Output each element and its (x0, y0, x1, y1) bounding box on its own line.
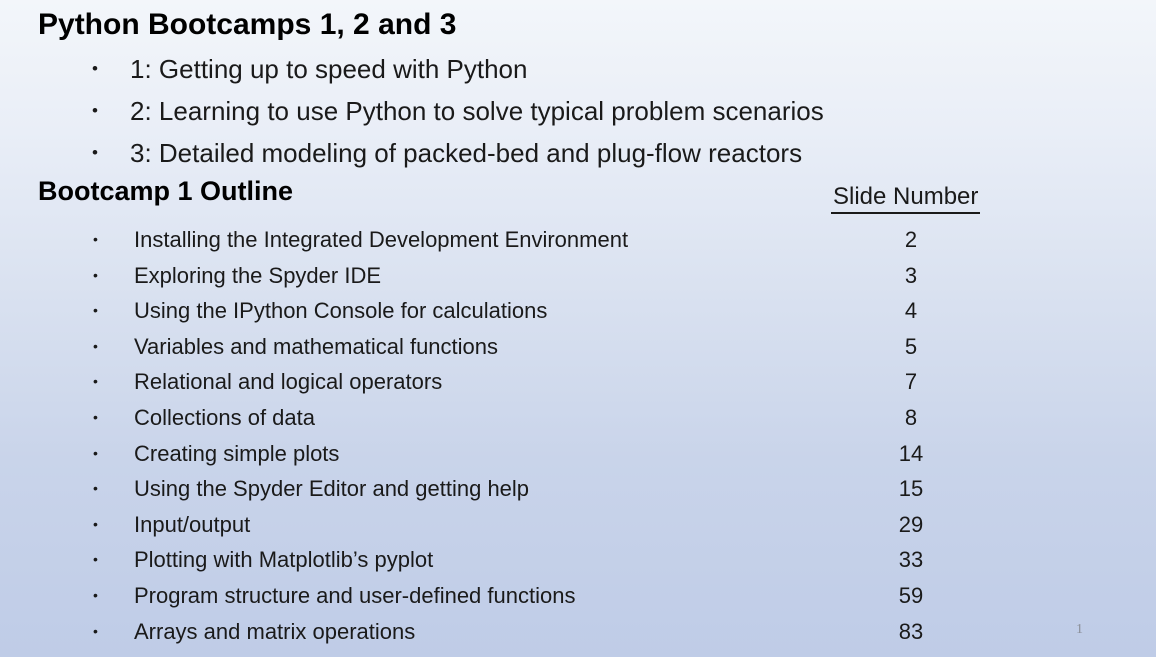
intro-bullet-item: • 3: Detailed modeling of packed-bed and … (0, 132, 1156, 174)
bullet-icon: • (93, 337, 98, 354)
intro-bullet-list: • 1: Getting up to speed with Python • 2: L… (0, 48, 1156, 174)
outline-slide-number: 29 (898, 511, 924, 537)
outline-row: • Collections of data 8 (0, 400, 1156, 436)
intro-bullet-item: • 2: Learning to use Python to solve typi… (0, 90, 1156, 132)
outline-row: • Variables and mathematical functions 5 (0, 329, 1156, 365)
bullet-icon: • (93, 266, 98, 283)
intro-bullet-text: 3: Detailed modeling of packed-bed and p… (130, 138, 803, 168)
outline-slide-number: 83 (898, 618, 924, 644)
bullet-icon: • (93, 444, 98, 461)
outline-slide-number: 5 (904, 333, 918, 359)
bullet-icon: • (93, 231, 98, 247)
outline-row: • Installing the Integrated Development E… (0, 222, 1156, 258)
bullet-icon: • (93, 480, 98, 497)
slide-number-column-heading: Slide Number (831, 183, 981, 214)
outline-row: • Using the Spyder Editor and getting hel… (0, 471, 1156, 507)
outline-row: • Using the IPython Console for calculati… (0, 293, 1156, 329)
bullet-icon: • (93, 515, 98, 532)
slide-title: Python Bootcamps 1, 2 and 3 (38, 8, 457, 41)
outline-slide-number: 7 (904, 369, 918, 395)
page-number: 1 (1076, 622, 1083, 637)
outline-topic: Input/output (134, 511, 251, 537)
outline-slide-number: 8 (904, 404, 918, 430)
outline-slide-number: 4 (904, 298, 918, 324)
bullet-icon: • (93, 302, 98, 319)
bullet-icon: • (92, 143, 98, 162)
outline-topic: Installing the Integrated Development En… (134, 227, 629, 252)
bullet-icon: • (92, 101, 98, 120)
outline-row: • Creating simple plots 14 (0, 436, 1156, 472)
intro-bullet-text: 1: Getting up to speed with Python (130, 54, 528, 84)
intro-bullet-item: • 1: Getting up to speed with Python (0, 48, 1156, 90)
bullet-icon: • (93, 622, 98, 639)
outline-row: • Program structure and user-defined func… (0, 578, 1156, 614)
outline-slide-number: 33 (898, 547, 924, 573)
outline-topic: Using the IPython Console for calculatio… (134, 298, 548, 324)
outline-row: • Plotting with Matplotlib’s pyplot 33 (0, 542, 1156, 578)
outline-slide-number: 3 (904, 262, 918, 288)
outline-slide-number: 2 (904, 227, 918, 252)
bullet-icon: • (93, 373, 98, 390)
outline-slide-number: 14 (898, 440, 924, 466)
outline-topic: Arrays and matrix operations (134, 618, 416, 644)
intro-bullet-text: 2: Learning to use Python to solve typic… (130, 96, 824, 126)
outline-topic: Using the Spyder Editor and getting help (134, 476, 530, 502)
bullet-icon: • (93, 586, 98, 603)
outline-row: • Arrays and matrix operations 83 (0, 614, 1156, 650)
outline-list: • Installing the Integrated Development E… (0, 222, 1156, 649)
outline-topic: Exploring the Spyder IDE (134, 262, 382, 288)
bullet-icon: • (93, 408, 98, 425)
bullet-icon: • (92, 59, 98, 78)
outline-row: • Relational and logical operators 7 (0, 364, 1156, 400)
outline-topic: Plotting with Matplotlib’s pyplot (134, 547, 434, 573)
outline-topic: Creating simple plots (134, 440, 340, 466)
outline-topic: Collections of data (134, 404, 315, 430)
outline-row: • Input/output 29 (0, 507, 1156, 543)
bullet-icon: • (93, 551, 98, 568)
outline-heading: Bootcamp 1 Outline (38, 176, 294, 206)
outline-slide-number: 15 (898, 476, 924, 502)
outline-topic: Relational and logical operators (134, 369, 443, 395)
outline-topic: Variables and mathematical functions (134, 333, 499, 359)
outline-row: • Exploring the Spyder IDE 3 (0, 258, 1156, 294)
outline-slide-number: 59 (898, 582, 924, 608)
outline-topic: Program structure and user-defined funct… (134, 582, 576, 608)
